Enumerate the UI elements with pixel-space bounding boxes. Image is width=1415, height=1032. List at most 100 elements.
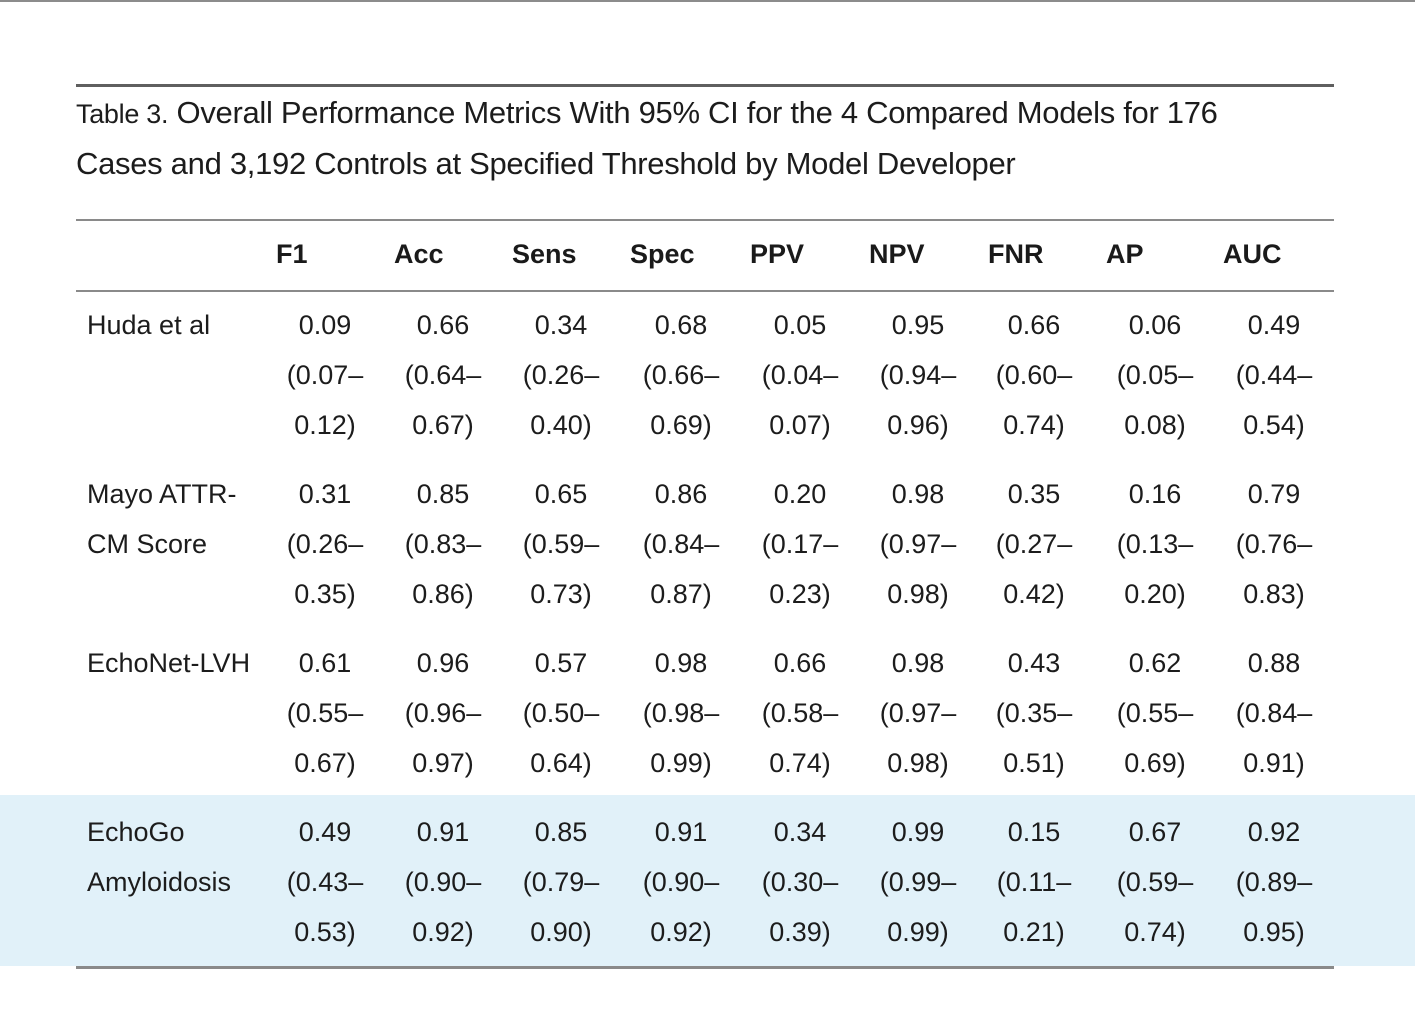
ci-upper: 0.99) <box>887 917 949 947</box>
ci-lower: (0.97– <box>879 698 957 728</box>
metric-value: 0.79 <box>1247 479 1301 509</box>
column-header-spec: Spec <box>630 239 695 269</box>
ci-upper: 0.42) <box>1003 579 1065 609</box>
ci-upper: 0.54) <box>1243 410 1305 440</box>
metric-value: 0.35 <box>1007 479 1061 509</box>
metric-value: 0.86 <box>654 479 708 509</box>
metric-value: 0.95 <box>891 310 945 340</box>
metric-value: 0.49 <box>1247 310 1301 340</box>
metric-value: 0.61 <box>298 648 352 678</box>
ci-upper: 0.08) <box>1124 410 1186 440</box>
ci-lower: (0.89– <box>1235 867 1313 897</box>
model-name: Mayo ATTR- <box>87 479 237 509</box>
model-name-line-2: CM Score <box>87 529 208 559</box>
metric-value: 0.67 <box>1128 817 1182 847</box>
ci-upper: 0.39) <box>769 917 831 947</box>
ci-lower: (0.96– <box>404 698 482 728</box>
ci-lower: (0.55– <box>286 698 364 728</box>
metric-value: 0.88 <box>1247 648 1301 678</box>
column-header-acc: Acc <box>394 239 444 269</box>
column-header-ppv: PPV <box>750 239 805 269</box>
metric-value: 0.66 <box>773 648 827 678</box>
ci-upper: 0.92) <box>412 917 474 947</box>
header-top-rule <box>76 219 1334 221</box>
metric-value: 0.57 <box>534 648 588 678</box>
ci-upper: 0.95) <box>1243 917 1305 947</box>
ci-lower: (0.98– <box>642 698 720 728</box>
metric-value: 0.20 <box>773 479 827 509</box>
ci-upper: 0.53) <box>294 917 356 947</box>
ci-lower: (0.84– <box>1235 698 1313 728</box>
ci-upper: 0.20) <box>1124 579 1186 609</box>
ci-upper: 0.91) <box>1243 748 1305 778</box>
model-name-line-2: Amyloidosis <box>87 867 232 897</box>
ci-upper: 0.99) <box>650 748 712 778</box>
metric-value: 0.62 <box>1128 648 1182 678</box>
metric-value: 0.06 <box>1128 310 1182 340</box>
ci-upper: 0.69) <box>1124 748 1186 778</box>
ci-lower: (0.26– <box>286 529 364 559</box>
ci-lower: (0.84– <box>642 529 720 559</box>
ci-lower: (0.59– <box>522 529 600 559</box>
metric-value: 0.92 <box>1247 817 1301 847</box>
ci-upper: 0.90) <box>530 917 592 947</box>
table-bottom-rule <box>76 966 1334 969</box>
ci-lower: (0.11– <box>996 867 1072 897</box>
model-name: EchoGo <box>87 817 185 847</box>
metric-value: 0.98 <box>654 648 708 678</box>
ci-upper: 0.86) <box>412 579 474 609</box>
metric-value: 0.68 <box>654 310 708 340</box>
caption-line-1: Overall Performance Metrics With 95% CI … <box>176 95 1218 130</box>
column-header-fnr: FNR <box>988 239 1044 269</box>
metric-value: 0.85 <box>534 817 588 847</box>
ci-upper: 0.98) <box>887 579 949 609</box>
metric-value: 0.15 <box>1007 817 1061 847</box>
ci-lower: (0.90– <box>642 867 720 897</box>
metric-value: 0.91 <box>416 817 470 847</box>
ci-lower: (0.94– <box>879 360 957 390</box>
metric-value: 0.49 <box>298 817 352 847</box>
ci-lower: (0.99– <box>879 867 957 897</box>
metric-value: 0.05 <box>773 310 827 340</box>
ci-lower: (0.76– <box>1235 529 1313 559</box>
metric-value: 0.31 <box>298 479 352 509</box>
ci-lower: (0.26– <box>522 360 600 390</box>
ci-lower: (0.05– <box>1116 360 1194 390</box>
ci-lower: (0.60– <box>995 360 1073 390</box>
metric-value: 0.43 <box>1007 648 1061 678</box>
ci-lower: (0.27– <box>995 529 1073 559</box>
ci-upper: 0.73) <box>530 579 592 609</box>
ci-upper: 0.98) <box>887 748 949 778</box>
metric-value: 0.98 <box>891 479 945 509</box>
table-label: Table 3. <box>76 99 169 129</box>
caption-line-2: Cases and 3,192 Controls at Specified Th… <box>76 146 1016 181</box>
ci-upper: 0.74) <box>1003 410 1065 440</box>
ci-upper: 0.21) <box>1003 917 1065 947</box>
ci-lower: (0.55– <box>1116 698 1194 728</box>
ci-lower: (0.97– <box>879 529 957 559</box>
metric-value: 0.34 <box>773 817 827 847</box>
ci-upper: 0.64) <box>530 748 592 778</box>
ci-lower: (0.44– <box>1235 360 1313 390</box>
ci-upper: 0.74) <box>1124 917 1186 947</box>
ci-upper: 0.97) <box>412 748 474 778</box>
ci-lower: (0.13– <box>1116 529 1194 559</box>
metric-value: 0.66 <box>1007 310 1061 340</box>
ci-upper: 0.07) <box>769 410 831 440</box>
ci-upper: 0.23) <box>769 579 831 609</box>
metric-value: 0.85 <box>416 479 470 509</box>
page-top-edge <box>0 0 1415 2</box>
metric-value: 0.34 <box>534 310 588 340</box>
ci-upper: 0.12) <box>294 410 356 440</box>
column-header-ap: AP <box>1106 239 1144 269</box>
ci-lower: (0.58– <box>761 698 839 728</box>
ci-lower: (0.07– <box>286 360 364 390</box>
ci-lower: (0.66– <box>642 360 720 390</box>
metric-value: 0.16 <box>1128 479 1182 509</box>
metric-value: 0.98 <box>891 648 945 678</box>
ci-lower: (0.35– <box>995 698 1073 728</box>
ci-lower: (0.90– <box>404 867 482 897</box>
ci-upper: 0.74) <box>769 748 831 778</box>
table-top-rule <box>76 84 1334 87</box>
ci-upper: 0.51) <box>1003 748 1065 778</box>
